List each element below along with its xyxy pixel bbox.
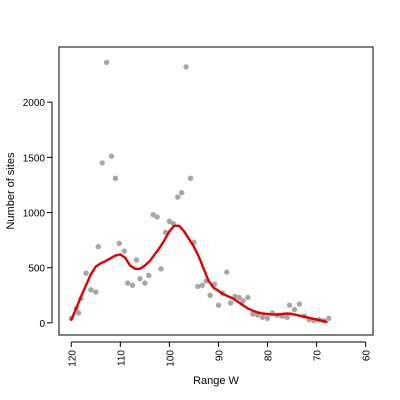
y-tick-label: 500	[28, 264, 45, 275]
data-point	[137, 276, 143, 282]
data-point	[250, 311, 256, 317]
data-point	[95, 244, 102, 250]
smooth-curve-layer	[70, 224, 328, 323]
x-tick-label: 110	[116, 350, 127, 366]
x-tick-label: 120	[67, 350, 78, 367]
data-point	[207, 292, 213, 298]
x-tick-label: 100	[165, 350, 176, 367]
data-point	[129, 282, 136, 288]
data-point	[103, 59, 110, 66]
x-tick-label: 60	[362, 350, 373, 362]
data-point	[284, 314, 290, 320]
data-point	[286, 302, 293, 308]
data-point	[133, 257, 140, 263]
data-point	[259, 314, 266, 320]
data-point	[146, 272, 152, 279]
data-point	[215, 302, 222, 308]
data-point	[326, 315, 332, 322]
y-tick-label: 1000	[23, 209, 46, 220]
data-point	[83, 270, 89, 276]
data-point	[112, 175, 119, 181]
y-tick-label: 0	[39, 319, 45, 330]
data-point	[121, 248, 128, 254]
data-point	[240, 298, 246, 304]
y-tick-label: 2000	[23, 98, 46, 109]
x-tick-label: 90	[214, 350, 225, 362]
data-point	[93, 289, 99, 295]
smooth-curve	[70, 224, 328, 323]
y-tick-label: 1500	[23, 153, 46, 164]
x-tick-label: 70	[313, 350, 324, 362]
data-point	[296, 301, 303, 307]
data-point	[195, 283, 201, 290]
x-axis-label: Range W	[193, 375, 239, 387]
x-tick-label: 80	[264, 350, 275, 362]
data-point	[175, 194, 181, 200]
data-point	[116, 240, 123, 247]
data-point	[183, 64, 189, 70]
data-point	[224, 269, 230, 275]
data-point	[228, 300, 234, 306]
data-point	[245, 294, 251, 301]
data-point	[158, 266, 164, 272]
data-point	[179, 190, 185, 196]
data-point	[291, 306, 298, 313]
data-point	[142, 280, 148, 286]
data-point	[187, 175, 194, 181]
data-point	[199, 282, 205, 288]
data-point	[108, 153, 115, 159]
plot-frame	[58, 46, 374, 336]
data-point	[154, 214, 160, 220]
y-axis-label: Number of sites	[5, 152, 17, 230]
data-point	[264, 315, 271, 322]
data-point	[99, 160, 105, 166]
y-axis: 0 500 1000 1500 2000	[23, 98, 53, 330]
x-axis: 120 110 100 90 80 70 60	[67, 341, 373, 367]
data-point	[75, 310, 82, 316]
data-point	[236, 294, 242, 301]
data-point	[166, 218, 173, 224]
data-point	[125, 280, 131, 286]
data-point	[88, 287, 94, 293]
